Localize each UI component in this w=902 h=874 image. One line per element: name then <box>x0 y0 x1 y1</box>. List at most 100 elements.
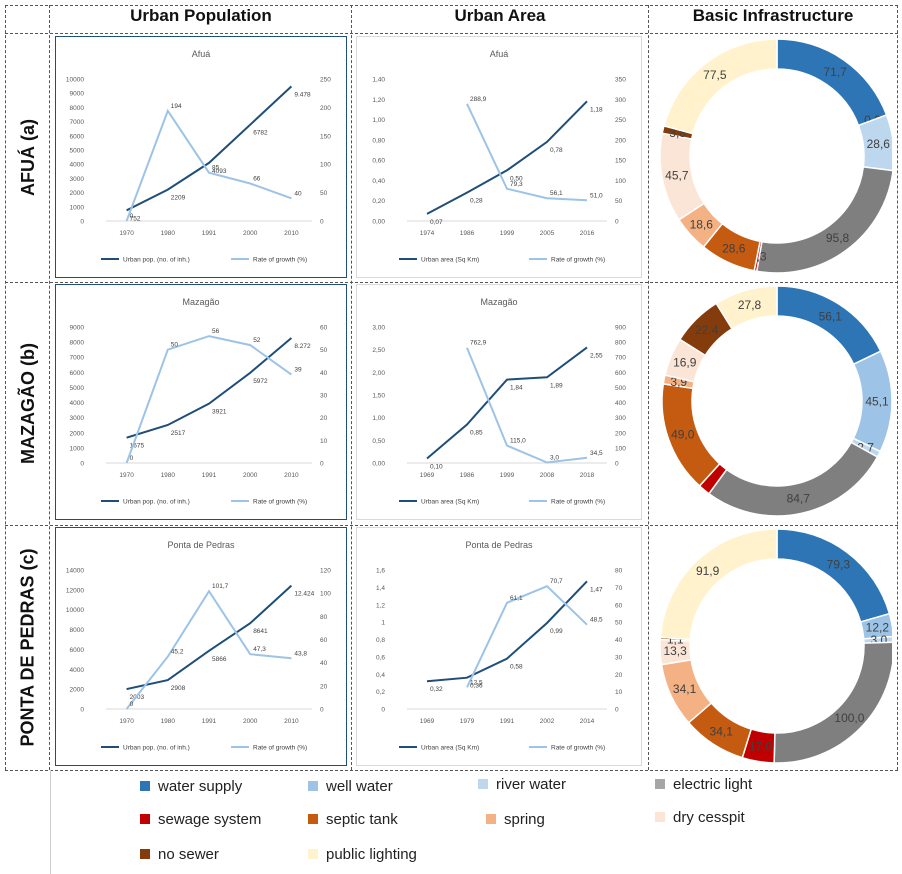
chart-afua-urban-population: Afuá 0 1000 2000 3000 4000 5000 6000 7000 8000 900… <box>55 36 347 278</box>
data-label: 85 <box>212 165 220 172</box>
data-label: 51,0 <box>590 192 603 199</box>
series-line-rate <box>466 347 588 464</box>
legend-swatch <box>308 781 318 792</box>
data-label: 0,07 <box>430 219 443 226</box>
y-right-tick-label: 20 <box>615 672 623 679</box>
series-line-urban <box>426 100 588 215</box>
legend-item-public-lighting: public lighting <box>308 846 417 863</box>
data-label: 101,7 <box>212 583 229 590</box>
y-left-tick-label: 2000 <box>70 687 85 694</box>
donut-slice-label: 100,0 <box>834 711 864 725</box>
data-label: 0,10 <box>430 463 443 470</box>
grid-line <box>5 770 898 771</box>
legend-label: water supply <box>158 778 243 795</box>
donut-slice-label: 17,0 <box>749 740 773 754</box>
chart-afua-basic-infrastructure: 71,70,028,695,81,328,618,645,73,877,5 <box>652 36 895 276</box>
x-tick-label: 1999 <box>500 472 515 479</box>
y-right-tick-label: 20 <box>320 683 328 690</box>
y-right-tick-label: 300 <box>615 97 626 104</box>
data-label: 115,0 <box>510 438 526 445</box>
donut-slice-label: 12,2 <box>866 621 890 635</box>
y-left-tick-label: 0,60 <box>372 158 385 165</box>
legend-label-urban: Urban area (Sq Km) <box>421 745 479 752</box>
chart-ponta-de-pedras-urban-population: Ponta de Pedras 0 2000 4000 6000 8000 10000 120… <box>55 527 347 766</box>
grid-line <box>5 282 898 283</box>
y-right-tick-label: 20 <box>320 415 328 422</box>
y-left-tick-label: 8000 <box>70 627 85 634</box>
y-right-tick-label: 200 <box>615 430 626 437</box>
x-tick-label: 2000 <box>243 718 258 725</box>
data-label: 66 <box>253 176 261 183</box>
donut-slice-label: 49,0 <box>671 427 695 441</box>
donut-slice-label: 95,8 <box>826 231 850 245</box>
donut-slice-label: 77,5 <box>703 68 727 82</box>
donut-slice-label: 71,7 <box>823 65 847 79</box>
x-tick-label: 1999 <box>500 230 515 237</box>
data-label: 56 <box>212 328 220 335</box>
data-label: 1675 <box>130 443 145 450</box>
y-left-tick-label: 1,00 <box>372 415 385 422</box>
donut-slice-label: 13,3 <box>663 644 687 658</box>
legend-label-urban: Urban area (Sq Km) <box>421 257 479 264</box>
data-label: 43,8 <box>294 650 307 657</box>
chart-mazagao-urban-population: Mazagão 0 1000 2000 3000 4000 5000 6000 7000 8000… <box>55 284 347 520</box>
x-tick-label: 1991 <box>202 718 217 725</box>
y-right-tick-label: 0 <box>320 219 324 226</box>
y-left-tick-label: 1,40 <box>372 77 385 84</box>
legend-swatch <box>308 814 318 825</box>
x-tick-label: 1986 <box>460 472 475 479</box>
legend-swatch <box>655 812 665 823</box>
y-right-tick-label: 120 <box>320 568 331 575</box>
y-right-tick-label: 200 <box>320 105 331 112</box>
data-label: 12,5 <box>470 679 483 686</box>
y-right-tick-label: 350 <box>615 77 626 84</box>
data-label: 0,99 <box>550 628 563 635</box>
y-right-tick-label: 10 <box>320 438 328 445</box>
y-left-tick-label: 2000 <box>70 190 85 197</box>
x-tick-label: 1991 <box>500 718 515 725</box>
figure-grid <box>5 5 898 771</box>
data-label: 1,89 <box>550 382 563 389</box>
data-label: 8.272 <box>294 343 311 350</box>
legend-swatch <box>140 781 150 792</box>
y-left-tick-label: 8000 <box>70 105 85 112</box>
data-label: 0 <box>130 455 134 462</box>
series-line-urban <box>126 584 293 691</box>
y-right-tick-label: 80 <box>615 568 623 575</box>
y-left-tick-label: 10000 <box>66 607 84 614</box>
data-label: 45,2 <box>171 649 184 656</box>
donut-slice-label: 45,7 <box>665 168 689 182</box>
data-label: 40 <box>294 190 302 197</box>
y-left-tick-label: 2,00 <box>372 370 385 377</box>
y-right-tick-label: 40 <box>615 637 623 644</box>
legend-label: dry cesspit <box>673 809 745 826</box>
y-right-tick-label: 300 <box>615 415 626 422</box>
donut-slice-label: 27,8 <box>738 298 762 312</box>
legend-label-rate: Rate of growth (%) <box>253 257 307 264</box>
y-right-tick-label: 100 <box>320 162 331 169</box>
legend-label-rate: Rate of growth (%) <box>551 499 605 506</box>
series-line-rate <box>125 589 292 710</box>
donut-slice-label: 34,1 <box>710 724 734 738</box>
y-left-tick-label: 6000 <box>70 370 85 377</box>
data-label: 1,84 <box>510 385 523 392</box>
legend-item-river-water: river water <box>478 776 566 793</box>
y-left-tick-label: 3000 <box>70 176 85 183</box>
y-left-tick-label: 0 <box>80 461 84 468</box>
y-right-tick-label: 40 <box>320 370 328 377</box>
series-line-rate <box>125 335 292 464</box>
y-left-tick-label: 0,2 <box>376 689 385 696</box>
legend-swatch <box>486 814 496 825</box>
legend-divider <box>50 770 51 874</box>
row-label-ponta-de-pedras: PONTA DE PEDRAS (c) <box>5 525 51 770</box>
y-left-tick-label: 4000 <box>70 400 85 407</box>
donut-slice-electric-light <box>755 166 894 274</box>
y-right-tick-label: 250 <box>615 117 626 124</box>
legend-label-rate: Rate of growth (%) <box>253 499 307 506</box>
y-left-tick-label: 6000 <box>70 133 85 140</box>
data-label: 61,1 <box>510 595 523 602</box>
x-tick-label: 2010 <box>284 230 299 237</box>
data-label: 9.478 <box>294 91 311 98</box>
y-right-tick-label: 50 <box>615 620 623 627</box>
donut-slice-public-lighting <box>659 528 778 641</box>
